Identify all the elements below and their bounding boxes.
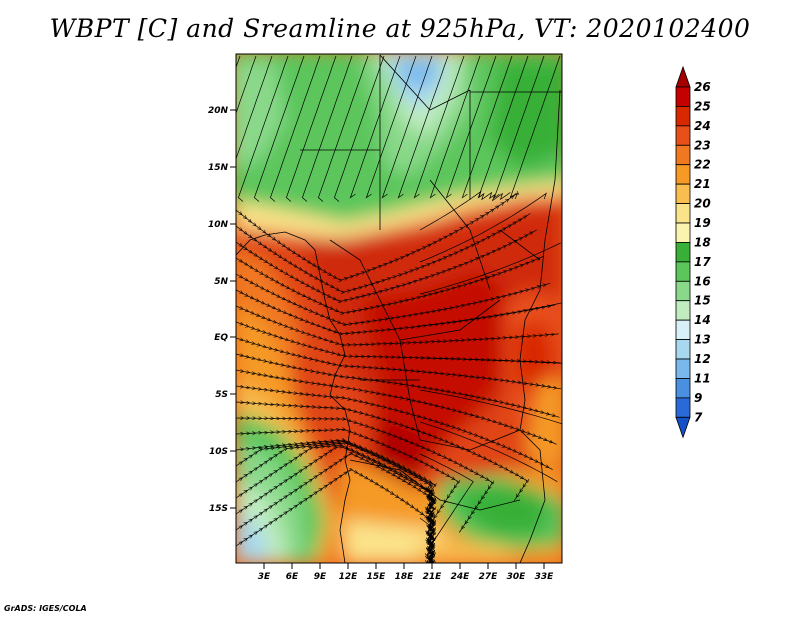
colorbar-level-label: 7	[694, 410, 703, 424]
colorbar-level-label: 22	[694, 158, 711, 172]
colorbar-level-label: 23	[694, 138, 711, 152]
chart-title: WBPT [C] and Sreamline at 925hPa, VT: 20…	[49, 14, 751, 43]
colorbar-swatch	[675, 358, 691, 379]
map-frame	[235, 53, 563, 564]
colorbar-swatch	[675, 280, 691, 302]
colorbar-level-label: 21	[694, 177, 711, 191]
lat-tick-label: EQ	[214, 333, 228, 343]
lon-tick-label: 6E	[286, 572, 299, 582]
colorbar-top-arrow	[675, 65, 691, 88]
lon-tick-label: 3E	[258, 572, 271, 582]
latitude-axis: 20N 15N 10N 5N EQ 5S 10S 15S	[208, 106, 236, 514]
lat-tick-label: 20N	[208, 106, 229, 116]
colorbar-level-label: 14	[694, 313, 711, 327]
lon-tick-label: 9E	[314, 572, 327, 582]
lat-tick-label: 5N	[214, 277, 228, 287]
colorbar-swatch	[675, 125, 691, 146]
lat-tick-label: 5S	[215, 390, 228, 400]
colorbar-swatch	[675, 106, 691, 127]
lon-tick-label: 33E	[535, 572, 555, 582]
colorbar-swatch	[675, 339, 691, 360]
colorbar: 26 25 24 23 22 21 20 19 18 17 16 15 14 13 12 11 9 7	[675, 65, 711, 439]
lon-tick-label: 27E	[479, 572, 499, 582]
lon-tick-label: 15E	[367, 572, 387, 582]
lon-tick-label: 30E	[507, 572, 527, 582]
colorbar-level-label: 13	[694, 333, 711, 347]
colorbar-level-label: 11	[694, 371, 711, 385]
colorbar-level-label: 25	[694, 99, 711, 113]
colorbar-level-label: 24	[694, 119, 711, 133]
colorbar-level-label: 19	[694, 216, 711, 230]
colorbar-level-label: 9	[694, 391, 702, 405]
colorbar-swatch	[675, 261, 691, 282]
colorbar-level-label: 16	[694, 274, 711, 288]
colorbar-swatch	[675, 300, 691, 321]
colorbar-swatch	[675, 378, 691, 399]
wbpt-field	[236, 54, 562, 563]
colorbar-swatch	[675, 319, 691, 340]
lat-tick-label: 15S	[209, 504, 228, 514]
grads-credit: GrADS: IGES/COLA	[4, 604, 87, 613]
colorbar-level-label: 18	[694, 235, 711, 249]
colorbar-level-label: 17	[694, 255, 711, 269]
colorbar-swatch	[675, 164, 691, 185]
colorbar-bottom-arrow	[675, 416, 691, 439]
colorbar-swatch	[675, 203, 691, 224]
colorbar-level-label: 20	[694, 197, 711, 211]
colorbar-swatch	[675, 183, 691, 204]
lon-tick-label: 21E	[423, 572, 443, 582]
colorbar-swatch	[675, 86, 691, 107]
longitude-axis: 3E 6E 9E 12E 15E 18E 21E 24E 27E 30E 33E	[258, 563, 554, 582]
lat-tick-label: 10S	[209, 447, 228, 457]
colorbar-swatch	[675, 397, 691, 418]
colorbar-level-label: 12	[694, 352, 711, 366]
lon-tick-label: 12E	[339, 572, 359, 582]
lat-tick-label: 15N	[208, 163, 229, 173]
colorbar-level-label: 15	[694, 294, 711, 308]
lon-tick-label: 18E	[395, 572, 415, 582]
lon-tick-label: 24E	[451, 572, 471, 582]
colorbar-swatch	[675, 144, 691, 166]
lat-tick-label: 10N	[208, 220, 229, 230]
colorbar-level-label: 26	[694, 80, 711, 94]
colorbar-swatch	[675, 222, 691, 243]
streamlines	[236, 55, 562, 563]
colorbar-swatch	[675, 242, 691, 263]
